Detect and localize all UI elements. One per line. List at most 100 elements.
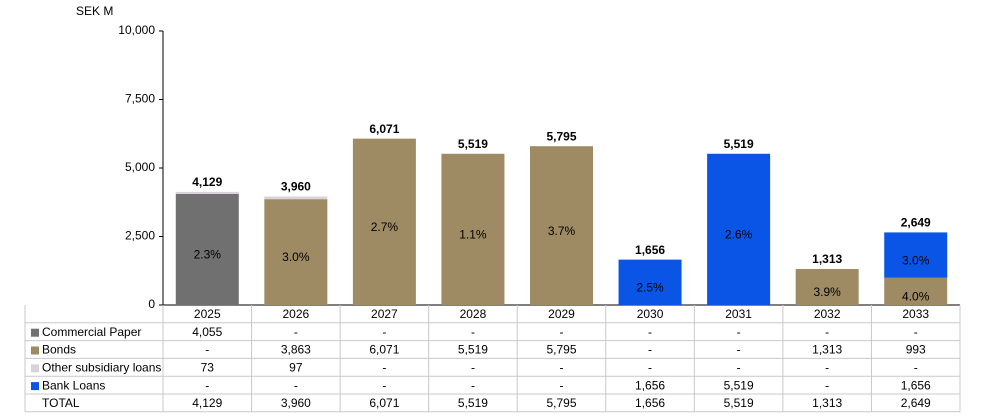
x-tick-label: 2033 xyxy=(902,307,929,321)
table-cell: - xyxy=(560,378,564,392)
rate-label: 3.0% xyxy=(282,250,310,264)
table-cell: 3,960 xyxy=(281,396,311,410)
legend-swatch xyxy=(31,382,39,391)
legend-label: Commercial Paper xyxy=(42,325,141,339)
table-cell: 5,795 xyxy=(546,343,576,357)
x-tick-label: 2029 xyxy=(548,307,575,321)
y-tick-label: 7,500 xyxy=(125,92,155,106)
table-cell: - xyxy=(382,378,386,392)
x-tick-label: 2032 xyxy=(814,307,841,321)
total-label: 5,795 xyxy=(546,129,576,143)
legend-swatch xyxy=(31,346,39,355)
table-cell: - xyxy=(648,343,652,357)
bar-segment xyxy=(352,138,416,305)
bar-segment xyxy=(884,232,948,278)
rate-label: 3.7% xyxy=(548,224,576,238)
total-label: 3,960 xyxy=(281,180,311,194)
y-tick-label: 2,500 xyxy=(125,229,155,243)
bar-segment xyxy=(618,259,682,305)
bar-segment xyxy=(175,193,239,305)
x-tick-label: 2030 xyxy=(637,307,664,321)
table-cell: 1,656 xyxy=(635,396,665,410)
x-tick-label: 2025 xyxy=(194,307,221,321)
table-cell: 993 xyxy=(906,343,926,357)
table-cell: - xyxy=(471,360,475,374)
table-cell: 5,519 xyxy=(458,343,488,357)
total-label: 6,071 xyxy=(369,122,399,136)
table-cell: 5,519 xyxy=(458,396,488,410)
table-cell: 3,863 xyxy=(281,343,311,357)
legend-swatch xyxy=(31,328,39,337)
total-label: 4,129 xyxy=(192,175,222,189)
bar-segment xyxy=(175,191,239,194)
table-cell: 4,055 xyxy=(192,325,222,339)
table-cell: - xyxy=(648,360,652,374)
table-cell: 5,519 xyxy=(724,378,754,392)
table-cell: - xyxy=(560,360,564,374)
rate-label: 4.0% xyxy=(902,290,930,304)
table-cell: - xyxy=(914,325,918,339)
total-label: 5,519 xyxy=(724,137,754,151)
table-cell: - xyxy=(294,325,298,339)
table-cell: 73 xyxy=(201,360,215,374)
table-cell: 97 xyxy=(289,360,303,374)
table-cell: - xyxy=(648,325,652,339)
table-cell: - xyxy=(560,325,564,339)
table-cell: - xyxy=(471,325,475,339)
table-cell: 1,313 xyxy=(812,396,842,410)
table-cell: - xyxy=(737,325,741,339)
table-cell: - xyxy=(205,378,209,392)
bar-segment xyxy=(707,153,771,305)
bar-segment xyxy=(441,153,505,305)
y-tick-label: 0 xyxy=(148,297,155,311)
bar-segment xyxy=(530,146,593,305)
table-cell: - xyxy=(382,360,386,374)
total-label: 5,519 xyxy=(458,137,488,151)
table-cell: - xyxy=(471,378,475,392)
table-cell: - xyxy=(914,360,918,374)
table-cell: - xyxy=(825,325,829,339)
table-cell: 1,313 xyxy=(812,343,842,357)
table-cell: - xyxy=(825,378,829,392)
rate-label: 3.9% xyxy=(813,285,841,299)
table-cell: 2,649 xyxy=(901,396,931,410)
bar-segment xyxy=(264,199,328,305)
table-cell: - xyxy=(737,360,741,374)
table-cell: - xyxy=(382,325,386,339)
total-label: 1,656 xyxy=(635,243,665,257)
bar-segment xyxy=(795,269,859,305)
table-cell: 6,071 xyxy=(369,396,399,410)
table-cell: 4,129 xyxy=(192,396,222,410)
legend-label: Other subsidiary loans xyxy=(42,360,161,374)
x-tick-label: 2026 xyxy=(282,307,309,321)
total-label: 2,649 xyxy=(901,216,931,230)
x-tick-label: 2028 xyxy=(460,307,487,321)
x-tick-label: 2027 xyxy=(371,307,398,321)
table-cell: 5,519 xyxy=(724,396,754,410)
bar-segment xyxy=(884,277,948,305)
total-row-label: TOTAL xyxy=(42,396,80,410)
rate-label: 2.3% xyxy=(194,248,222,262)
table-cell: 6,071 xyxy=(369,343,399,357)
bar-segment xyxy=(264,196,328,200)
legend-label: Bonds xyxy=(42,343,76,357)
y-tick-label: 5,000 xyxy=(125,160,155,174)
y-tick-label: 10,000 xyxy=(118,23,155,37)
table-cell: - xyxy=(205,343,209,357)
table-cell: 1,656 xyxy=(901,378,931,392)
rate-label: 1.1% xyxy=(459,228,487,242)
rate-label: 2.5% xyxy=(636,280,664,294)
x-tick-label: 2031 xyxy=(725,307,752,321)
total-label: 1,313 xyxy=(812,252,842,266)
rate-label: 2.7% xyxy=(371,220,399,234)
rate-label: 2.6% xyxy=(725,228,753,242)
legend-swatch xyxy=(31,364,39,373)
table-cell: 5,795 xyxy=(546,396,576,410)
rate-label: 3.0% xyxy=(902,253,930,267)
table-cell: - xyxy=(825,360,829,374)
table-cell: - xyxy=(737,343,741,357)
y-unit-label: SEK M xyxy=(76,4,113,18)
table-cell: 1,656 xyxy=(635,378,665,392)
legend-label: Bank Loans xyxy=(42,378,105,392)
